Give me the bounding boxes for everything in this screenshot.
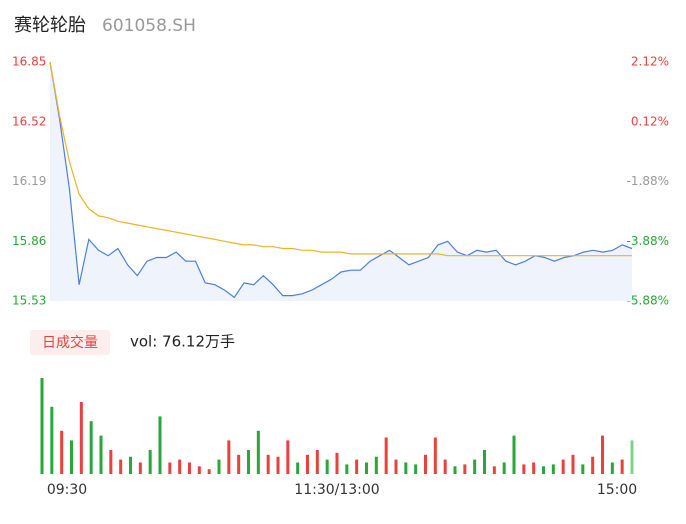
volume-bar bbox=[610, 462, 614, 474]
stock-name: 赛轮轮胎 bbox=[14, 15, 86, 36]
stock-code: 601058.SH bbox=[102, 16, 196, 36]
volume-bar bbox=[581, 464, 585, 474]
y2-tick-label: -3.88% bbox=[627, 234, 669, 248]
volume-button[interactable] bbox=[30, 330, 110, 355]
volume-bar bbox=[384, 437, 388, 474]
x-tick-label: 09:30 bbox=[47, 482, 87, 498]
y-tick-label: 15.53 bbox=[12, 294, 46, 308]
average-line bbox=[49, 61, 632, 257]
volume-bar bbox=[266, 454, 270, 474]
volume-bar bbox=[109, 450, 113, 474]
volume-bar bbox=[483, 450, 486, 474]
volume-bar bbox=[129, 456, 132, 474]
volume-bar bbox=[60, 430, 64, 474]
volume-bar bbox=[50, 406, 54, 474]
volume-bar bbox=[561, 459, 565, 474]
volume-bar bbox=[601, 435, 604, 474]
y-tick-label: 16.19 bbox=[12, 174, 46, 188]
volume-bar bbox=[414, 464, 418, 474]
volume-bar bbox=[424, 454, 427, 474]
volume-bar bbox=[276, 456, 280, 474]
y-tick-label: 15.86 bbox=[12, 234, 46, 248]
volume-bar bbox=[40, 378, 44, 474]
x-tick-label: 11:30/13:00 bbox=[294, 482, 379, 498]
volume-bar bbox=[542, 466, 545, 474]
volume-bar bbox=[286, 440, 290, 474]
y2-tick-label: -1.88% bbox=[627, 174, 669, 188]
volume-bar bbox=[473, 459, 477, 474]
y-tick-label: 16.85 bbox=[12, 55, 46, 69]
y2-tick-label: 2.12% bbox=[631, 55, 669, 69]
volume-bar bbox=[227, 440, 231, 474]
volume-bar bbox=[119, 459, 123, 474]
volume-bar bbox=[345, 464, 349, 474]
volume-bar bbox=[620, 459, 624, 474]
volume-bar bbox=[374, 456, 378, 474]
volume-bar bbox=[591, 456, 595, 474]
volume-bar bbox=[630, 440, 634, 474]
volume-bar bbox=[571, 454, 575, 474]
volume-bar bbox=[148, 450, 152, 474]
y2-tick-label: 0.12% bbox=[631, 114, 669, 128]
volume-bar bbox=[355, 459, 359, 474]
volume-annotation: vol: 76.12万手 bbox=[130, 333, 235, 351]
volume-bar bbox=[138, 462, 142, 474]
y-tick-label: 16.52 bbox=[12, 114, 46, 128]
volume-bar bbox=[256, 430, 260, 474]
volume-bar bbox=[443, 459, 447, 474]
y2-tick-label: -5.88% bbox=[627, 294, 669, 308]
volume-bar bbox=[89, 421, 93, 474]
volume-bar bbox=[315, 450, 319, 474]
volume-bar bbox=[365, 462, 368, 474]
volume-bar bbox=[512, 435, 516, 474]
volume-bar bbox=[453, 466, 457, 474]
volume-bar bbox=[237, 454, 241, 474]
volume-bar bbox=[168, 462, 172, 474]
volume-bar bbox=[79, 402, 83, 474]
volume-button-label[interactable]: 日成交量 bbox=[42, 334, 98, 351]
volume-bar bbox=[551, 464, 555, 474]
volume-bar bbox=[522, 464, 526, 474]
volume-bar bbox=[217, 459, 221, 474]
volume-bar bbox=[502, 462, 506, 474]
volume-bar bbox=[306, 454, 309, 474]
volume-bar bbox=[188, 462, 191, 474]
volume-bar bbox=[207, 469, 211, 474]
volume-bar bbox=[394, 459, 398, 474]
x-tick-label: 15:00 bbox=[597, 482, 637, 498]
volume-bar bbox=[325, 459, 329, 474]
volume-bar bbox=[247, 450, 250, 474]
volume-bar bbox=[197, 466, 201, 474]
volume-bar bbox=[463, 464, 467, 474]
volume-bar bbox=[404, 462, 408, 474]
volume-bar bbox=[178, 459, 182, 474]
price-area bbox=[50, 62, 632, 301]
volume-bar bbox=[296, 462, 300, 474]
volume-bar bbox=[99, 435, 103, 474]
volume-bar bbox=[532, 462, 536, 474]
volume-bar bbox=[335, 452, 339, 474]
volume-bar bbox=[158, 416, 162, 474]
volume-bar bbox=[70, 440, 73, 474]
volume-bar bbox=[433, 437, 437, 474]
volume-bar bbox=[492, 466, 496, 474]
